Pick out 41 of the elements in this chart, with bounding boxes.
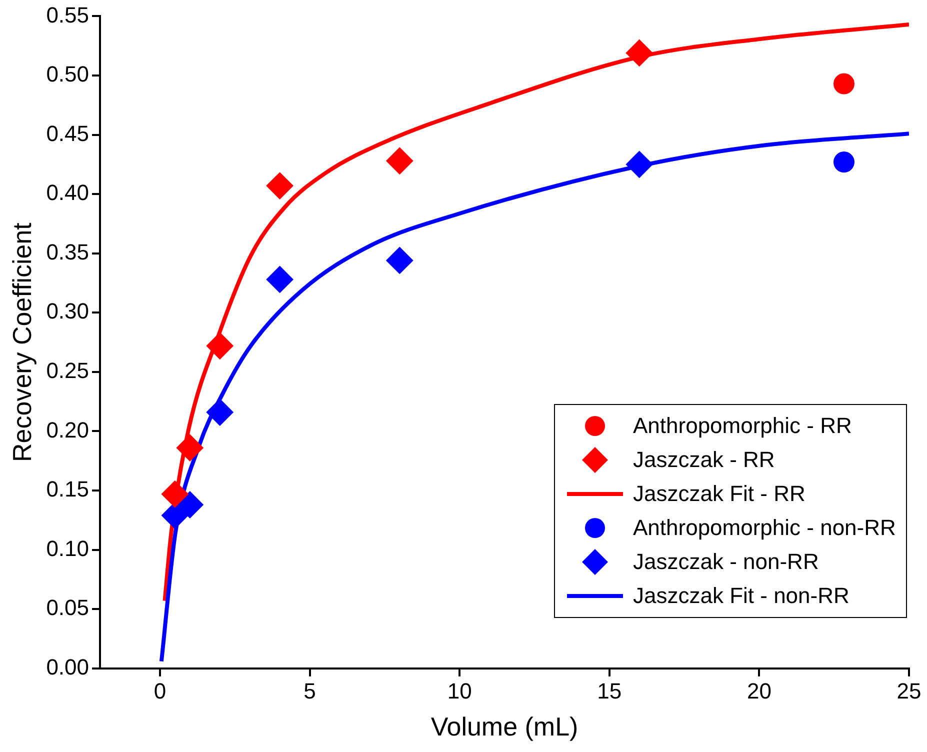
y-tick-label: 0.45 (46, 120, 90, 146)
y-tick-label: 0.05 (46, 595, 90, 620)
x-axis-title: Volume (mL) (430, 712, 578, 742)
line-series (159, 132, 909, 664)
point (176, 491, 204, 518)
y-tick-label: 0.50 (46, 62, 90, 87)
point (386, 147, 414, 174)
y-tick-label: 0.25 (46, 358, 90, 384)
legend-label: Anthropomorphic - RR (633, 413, 852, 440)
legend-label: Jaszczak Fit - non-RR (633, 583, 850, 610)
point (266, 172, 294, 200)
point (161, 480, 188, 508)
point (386, 246, 414, 274)
line-series (162, 22, 909, 603)
x-tick-label: 25 (896, 678, 922, 704)
legend-label: Anthropomorphic - non-RR (633, 515, 896, 542)
x-tick-label: 5 (304, 678, 316, 704)
point (626, 39, 653, 66)
y-axis-title: Recovery Coefficient (6, 222, 37, 462)
y-tick-label: 0.35 (46, 239, 90, 264)
y-tick-label: 0.10 (46, 536, 90, 561)
point (833, 73, 854, 94)
point (266, 266, 294, 293)
point (206, 332, 234, 360)
point (206, 398, 234, 426)
point (833, 152, 854, 173)
y-tick-label: 0.00 (46, 654, 90, 680)
point (626, 150, 653, 178)
x-tick-label: 15 (597, 678, 622, 704)
y-tick-label: 0.40 (46, 180, 90, 206)
legend-label: Jaszczak Fit - RR (633, 481, 806, 508)
y-tick-label: 0.30 (46, 298, 90, 324)
x-tick-label: 10 (447, 678, 472, 704)
point (176, 434, 204, 462)
y-tick-label: 0.55 (46, 2, 90, 28)
legend-label: Jaszczak - non-RR (633, 549, 819, 576)
y-tick-label: 0.20 (46, 417, 90, 442)
y-tick-label: 0.15 (46, 476, 90, 502)
x-tick-label: 20 (746, 678, 772, 704)
x-tick-label: 0 (154, 678, 166, 704)
legend-label: Jaszczak - RR (633, 447, 775, 474)
